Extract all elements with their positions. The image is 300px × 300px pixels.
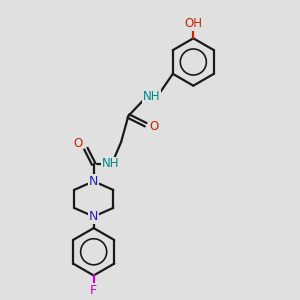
- Text: F: F: [90, 284, 97, 297]
- Text: OH: OH: [184, 17, 202, 30]
- Text: NH: NH: [102, 158, 120, 170]
- Text: N: N: [89, 210, 98, 223]
- Text: O: O: [73, 137, 83, 150]
- Text: O: O: [150, 120, 159, 133]
- Text: NH: NH: [143, 90, 160, 103]
- Text: N: N: [89, 175, 98, 188]
